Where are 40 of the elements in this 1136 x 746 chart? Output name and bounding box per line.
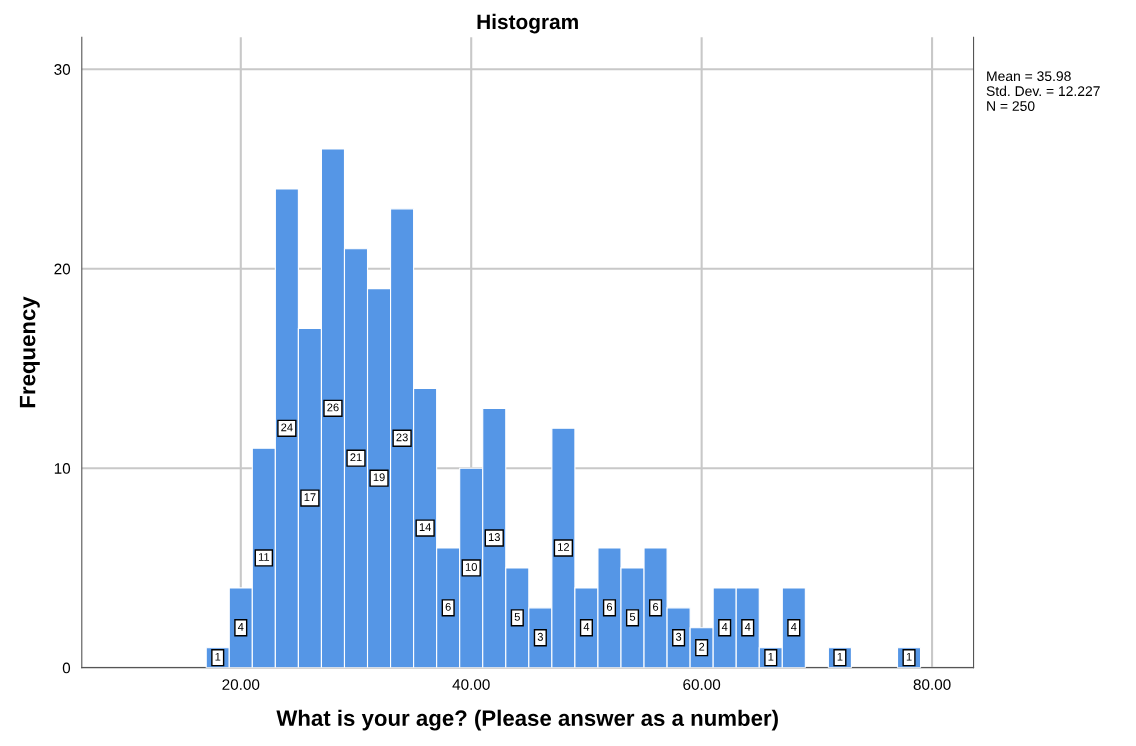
data-label: 5: [514, 613, 520, 621]
y-tick-label: 0: [62, 662, 71, 674]
data-label: 1: [837, 652, 843, 661]
data-label: 6: [653, 602, 659, 611]
data-label: 4: [721, 623, 728, 631]
x-axis-title: What is your age? (Please answer as a number): [276, 709, 778, 731]
data-label: 1: [768, 652, 774, 661]
data-label: 1: [906, 652, 912, 661]
data-label: 24: [281, 423, 293, 432]
data-label: 3: [675, 632, 682, 641]
data-label: 19: [373, 473, 385, 482]
x-tick-label: 60.00: [683, 679, 721, 690]
data-label: 17: [304, 493, 316, 501]
data-label: 6: [445, 602, 451, 611]
data-label: 10: [465, 563, 477, 571]
data-label: 5: [629, 613, 636, 621]
y-tick-label: 30: [54, 64, 71, 75]
data-label: 14: [419, 523, 431, 531]
data-label: 13: [488, 533, 500, 541]
text: Mean = 35.98 Std. Dev. = 12.227 N = 250: [986, 71, 1100, 111]
data-label: 2: [699, 642, 705, 651]
x-tick-label: 40.00: [452, 679, 490, 690]
data-label: 4: [744, 623, 751, 631]
y-tick-label: 10: [54, 463, 71, 474]
data-label: 26: [327, 403, 339, 412]
data-label: 6: [606, 602, 613, 611]
data-label: 1: [215, 652, 221, 661]
data-label: 21: [350, 453, 362, 462]
y-axis-title: Frequency: [19, 296, 40, 408]
data-label: 12: [558, 543, 570, 551]
x-tick-label: 20.00: [222, 679, 260, 690]
data-label: 23: [396, 433, 408, 442]
x-tick-label: 80.00: [913, 679, 951, 690]
data-label: 3: [537, 632, 543, 641]
chart-title: Histogram: [477, 13, 578, 34]
data-label: 11: [258, 553, 270, 561]
data-label: 4: [237, 623, 244, 631]
data-label: 4: [583, 623, 590, 631]
y-tick-label: 20: [54, 263, 71, 275]
data-label: 4: [790, 623, 797, 631]
